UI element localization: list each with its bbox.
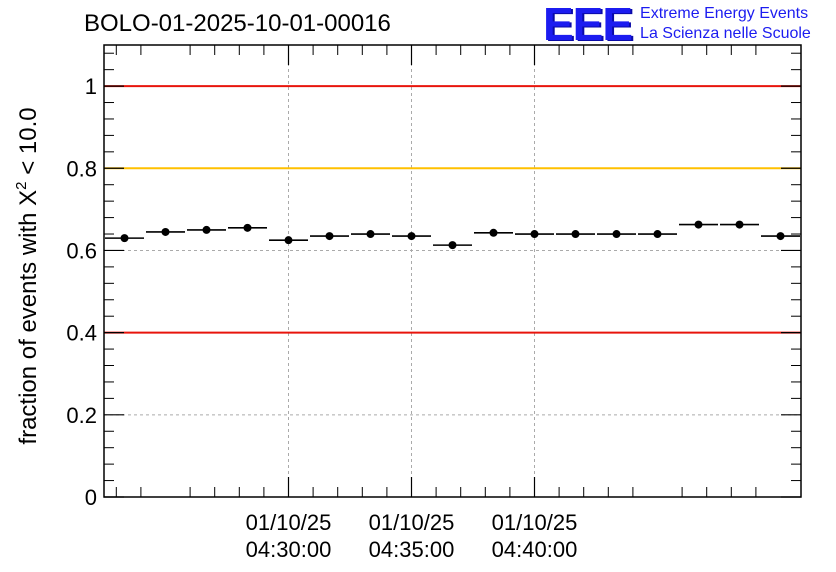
data-point: [612, 230, 621, 239]
data-point: [489, 228, 498, 237]
eee-logo-line-1: Extreme Energy Events: [640, 5, 809, 22]
data-point: [530, 230, 539, 239]
data-point: [120, 234, 129, 243]
x-tick-label-date: 01/10/25: [369, 510, 455, 535]
data-point: [325, 232, 334, 241]
axis-ticks: [104, 45, 801, 498]
data-point: [407, 232, 416, 241]
x-tick-label-time: 04:30:00: [246, 537, 332, 562]
x-tick-label-time: 04:35:00: [369, 537, 455, 562]
x-tick-label-date: 01/10/25: [246, 510, 332, 535]
data-point: [243, 223, 252, 232]
eee-logo-mark: EEE: [543, 0, 633, 50]
y-tick-label: 0.4: [66, 321, 97, 346]
y-tick-label: 0.6: [66, 238, 97, 263]
data-point: [284, 236, 293, 245]
x-tick-label-time: 04:40:00: [492, 537, 578, 562]
data-point: [202, 225, 211, 234]
y-axis-label-symbol: X: [15, 190, 42, 206]
data-point: [366, 230, 375, 239]
x-tick-label-date: 01/10/25: [492, 510, 578, 535]
plot-frame: [103, 44, 802, 498]
data-series: [105, 220, 800, 250]
y-axis-label: fraction of events with X2 < 10.0: [13, 107, 42, 444]
y-tick-label: 0: [85, 485, 97, 510]
data-point: [448, 241, 457, 250]
y-axis-label-prefix: fraction of events with: [15, 206, 42, 445]
data-point: [776, 232, 785, 241]
y-tick-label: 0.2: [66, 403, 97, 428]
reference-lines: [104, 85, 801, 334]
data-point: [653, 230, 662, 239]
data-point: [694, 220, 703, 229]
y-tick-label: 1: [85, 74, 97, 99]
grid-layer: [104, 45, 801, 498]
data-point: [735, 220, 744, 229]
y-axis-label-sup: 2: [13, 181, 30, 189]
axis-tick-labels: 00.20.40.60.8101/10/2504:30:0001/10/2504…: [66, 74, 577, 562]
chart-title: BOLO-01-2025-10-01-00016: [84, 10, 391, 37]
eee-logo-text: Extreme Energy Events La Scienza nelle S…: [640, 4, 811, 44]
y-tick-label: 0.8: [66, 156, 97, 181]
data-point: [161, 227, 170, 236]
data-point: [571, 230, 580, 239]
eee-logo-line-2: La Scienza nelle Scuole: [640, 25, 811, 42]
y-axis-label-suffix: < 10.0: [15, 107, 42, 181]
eee-logo: EEE Extreme Energy Events La Scienza nel…: [543, 0, 811, 50]
